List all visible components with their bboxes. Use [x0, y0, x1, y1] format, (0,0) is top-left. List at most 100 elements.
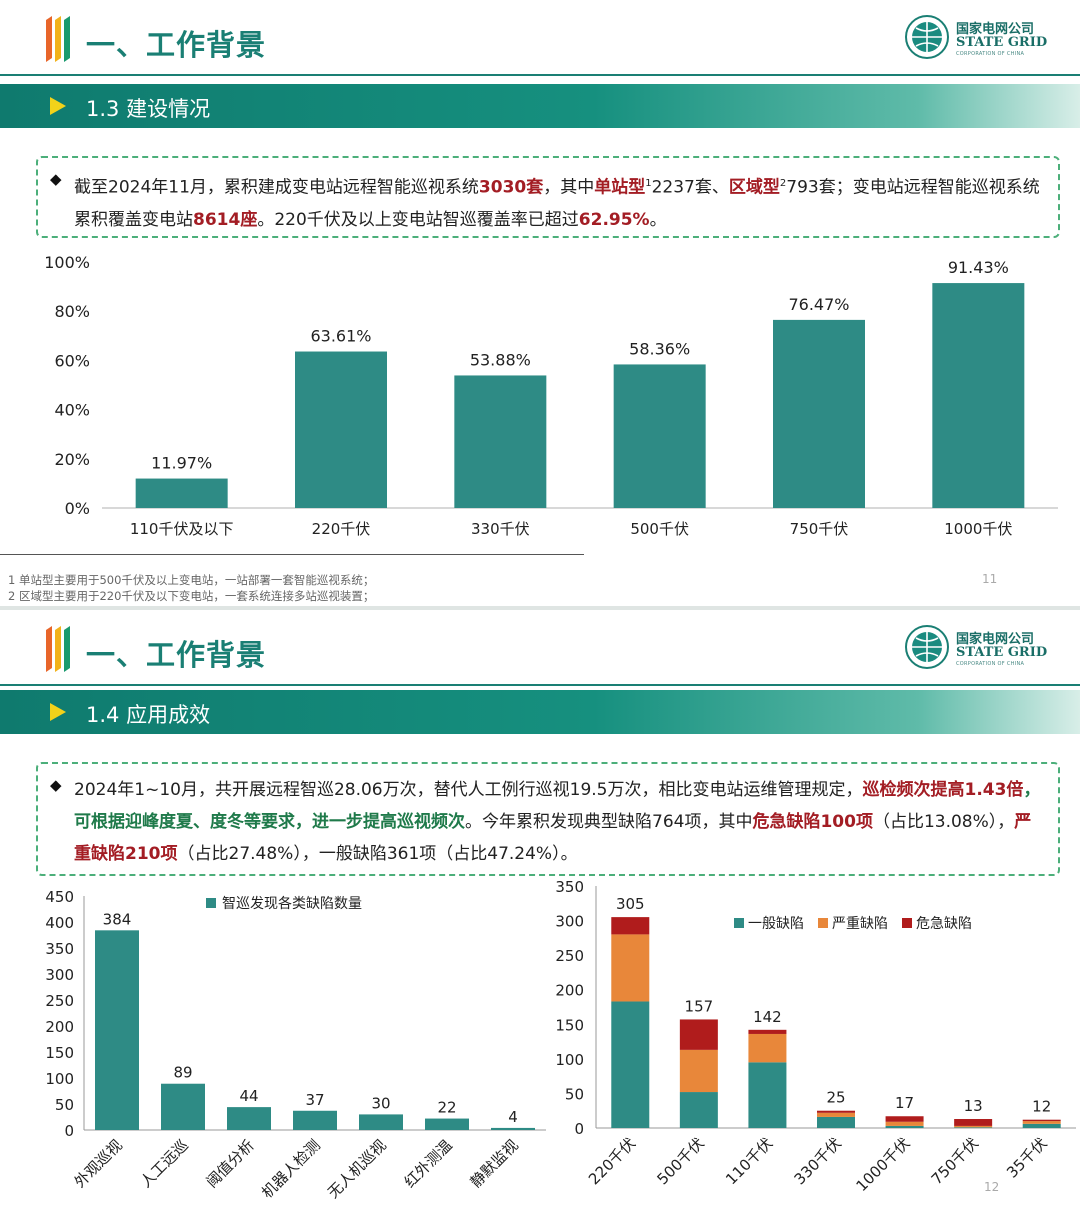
bar-segment [748, 1062, 787, 1128]
bar [491, 1127, 535, 1130]
data-label: 58.36% [629, 339, 690, 358]
page-title: 一、工作背景 [86, 638, 267, 672]
data-label: 22 [437, 1099, 456, 1117]
brand-mark-icon [46, 626, 70, 672]
summary-text: 截至2024年11月，累积建成变电站远程智能巡视系统3030套，其中单站型122… [74, 177, 1040, 230]
arrow-right-icon [50, 97, 66, 115]
section-banner: 1.3 建设情况 [0, 84, 1080, 128]
legend-label: 一般缺陷 [748, 916, 804, 932]
bar-segment [817, 1112, 855, 1117]
y-tick-label: 100 [45, 1070, 74, 1088]
y-tick-label: 350 [45, 940, 74, 958]
footnote-1: 1 单站型主要用于500千伏及以上变电站，一站部署一套智能巡视系统； [8, 573, 375, 587]
y-tick-label: 60% [54, 351, 90, 370]
slide-gap [0, 606, 1080, 610]
bar [293, 1110, 337, 1130]
logo-sub: CORPORATION OF CHINA [956, 51, 1025, 57]
x-tick-label: 330千伏 [791, 1134, 845, 1188]
y-tick-label: 450 [45, 888, 74, 906]
bar-segment [611, 934, 650, 1002]
logo-en: STATE GRID [956, 645, 1048, 660]
data-label: 76.47% [788, 295, 849, 314]
legend-swatch [734, 918, 744, 928]
summary-box: ◆ 2024年1~10月，共开展远程智巡28.06万次，替代人工例行巡视19.5… [36, 762, 1060, 876]
slide-1: 一、工作背景 国家电网公司 STATE GRID CORPORATION OF … [0, 0, 1080, 606]
arrow-right-icon [50, 703, 66, 721]
data-label: 37 [305, 1091, 324, 1109]
logo-sub: CORPORATION OF CHINA [956, 661, 1025, 667]
bar [227, 1107, 271, 1130]
bar-segment [817, 1110, 855, 1113]
x-tick-label: 1000千伏 [852, 1134, 913, 1195]
bar-segment [679, 1019, 718, 1050]
data-label: 4 [508, 1108, 518, 1126]
x-tick-label: 1000千伏 [944, 520, 1012, 538]
y-tick-label: 0% [65, 499, 90, 518]
data-label: 142 [753, 1008, 782, 1026]
x-tick-label: 阈值分析 [203, 1136, 258, 1191]
y-tick-label: 40% [54, 401, 90, 420]
page-title: 一、工作背景 [86, 28, 267, 62]
y-tick-label: 150 [45, 1044, 74, 1062]
y-tick-label: 50 [55, 1096, 74, 1114]
x-tick-label: 220千伏 [312, 520, 371, 538]
bar-segment [611, 917, 650, 935]
bar-segment [611, 1001, 650, 1128]
x-tick-label: 330千伏 [471, 520, 530, 538]
section-title: 1.3 建设情况 [86, 97, 211, 121]
section-title: 1.4 应用成效 [86, 703, 211, 727]
bullet-diamond-icon: ◆ [50, 776, 62, 794]
y-tick-label: 250 [555, 947, 584, 965]
y-tick-label: 0 [574, 1120, 584, 1138]
data-label: 89 [173, 1064, 192, 1082]
y-tick-label: 300 [45, 966, 74, 984]
bar-segment [885, 1121, 924, 1126]
bar-segment [954, 1127, 993, 1128]
bar-segment [954, 1125, 993, 1128]
x-tick-label: 红外测温 [401, 1136, 456, 1191]
page-number: 12 [984, 1180, 1000, 1194]
y-tick-label: 80% [54, 302, 90, 321]
y-tick-label: 200 [45, 1018, 74, 1036]
y-tick-label: 250 [45, 992, 74, 1010]
x-tick-label: 静默监视 [467, 1136, 522, 1191]
bar-segment [1022, 1123, 1061, 1128]
y-tick-label: 350 [555, 878, 584, 896]
y-tick-label: 400 [45, 914, 74, 932]
section-banner: 1.4 应用成效 [0, 690, 1080, 734]
logo-en: STATE GRID [956, 35, 1048, 50]
state-grid-logo: 国家电网公司 STATE GRID CORPORATION OF CHINA [904, 12, 1048, 64]
brand-mark-icon [46, 16, 70, 62]
x-tick-label: 110千伏 [722, 1134, 776, 1188]
divider [0, 684, 1080, 686]
bar-segment [885, 1125, 924, 1128]
data-label: 157 [685, 997, 714, 1015]
legend-label: 严重缺陷 [832, 916, 888, 932]
y-tick-label: 150 [555, 1016, 584, 1034]
x-tick-label: 110千伏及以下 [130, 520, 234, 538]
legend-swatch [206, 898, 216, 908]
bar [161, 1083, 205, 1130]
coverage-bar-chart: 0% 20% 40% 60% 80% 100% 11.97% 110千伏及以下 63.61% 22… [44, 253, 1058, 538]
data-label: 63.61% [310, 327, 371, 346]
x-tick-label: 220千伏 [585, 1134, 639, 1188]
bar-segment [817, 1116, 855, 1128]
bar-segment [679, 1049, 718, 1093]
bar [613, 364, 706, 508]
bar [425, 1118, 469, 1130]
x-tick-label: 机器人检测 [258, 1136, 324, 1202]
y-tick-label: 50 [565, 1085, 584, 1103]
bar [359, 1114, 403, 1130]
x-tick-label: 500千伏 [653, 1134, 707, 1188]
data-label: 53.88% [470, 350, 531, 369]
legend-swatch [902, 918, 912, 928]
globe-icon [905, 625, 949, 669]
footnote-divider [0, 554, 584, 555]
x-tick-label: 500千伏 [630, 520, 689, 538]
x-tick-label: 750千伏 [790, 520, 849, 538]
data-label: 305 [616, 895, 645, 913]
bar [454, 375, 547, 508]
data-label: 17 [895, 1094, 914, 1112]
x-tick-label: 人工远巡 [137, 1136, 192, 1191]
x-tick-label: 35千伏 [1003, 1134, 1050, 1181]
